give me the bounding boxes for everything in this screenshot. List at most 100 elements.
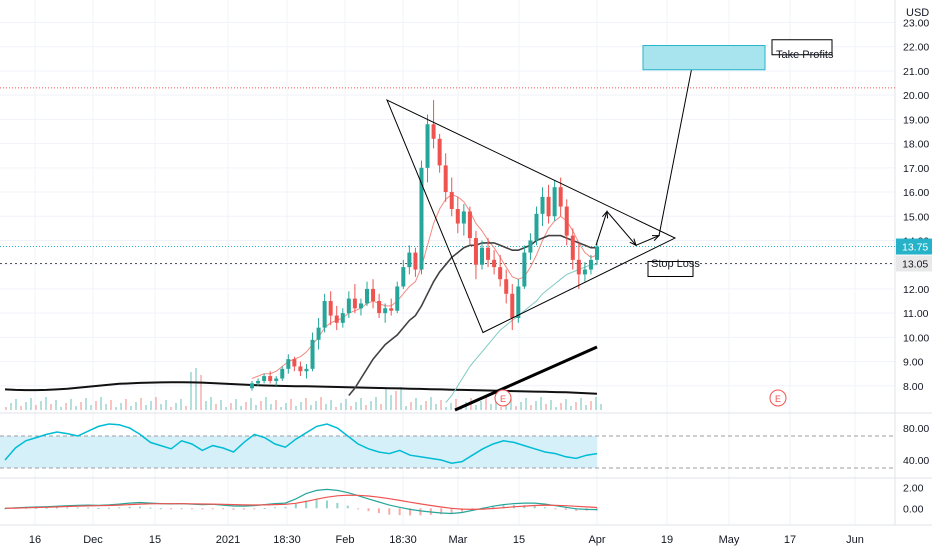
candle[interactable] bbox=[401, 259, 406, 289]
price-tick-label: 19.00 bbox=[903, 114, 929, 126]
candle[interactable] bbox=[528, 233, 533, 260]
candle[interactable] bbox=[582, 262, 587, 282]
candle[interactable] bbox=[322, 293, 327, 333]
earnings-marker-2-label[interactable]: E bbox=[775, 394, 781, 404]
candle-body bbox=[492, 259, 497, 268]
candle[interactable] bbox=[425, 114, 430, 183]
macd-histogram-bar bbox=[107, 507, 110, 509]
candle[interactable] bbox=[274, 376, 279, 386]
earnings-marker-1-label[interactable]: E bbox=[500, 394, 506, 404]
candle[interactable] bbox=[437, 133, 442, 173]
candle[interactable] bbox=[492, 250, 497, 275]
candle[interactable] bbox=[498, 255, 503, 287]
candle[interactable] bbox=[304, 363, 309, 379]
candle-body bbox=[455, 209, 460, 224]
reference-price-badge[interactable] bbox=[896, 255, 932, 272]
candle[interactable] bbox=[570, 228, 575, 270]
candle[interactable] bbox=[595, 240, 599, 265]
candle[interactable] bbox=[256, 378, 261, 386]
candle[interactable] bbox=[510, 284, 515, 331]
macd-histogram-bar bbox=[55, 507, 58, 509]
candle[interactable] bbox=[540, 187, 545, 226]
candle[interactable] bbox=[473, 230, 478, 280]
candle[interactable] bbox=[558, 177, 563, 217]
macd-pane[interactable] bbox=[4, 488, 598, 516]
macd-histogram-bar bbox=[325, 500, 328, 509]
candle[interactable] bbox=[352, 284, 357, 314]
volume-bar bbox=[250, 398, 252, 410]
time-axis[interactable]: 16 Dec 15 2021 18:30 Feb 18:30 Mar 15 Apr 19 May 17 J… bbox=[29, 534, 864, 546]
volume-bar bbox=[105, 404, 107, 410]
candle[interactable] bbox=[407, 245, 412, 275]
candle[interactable] bbox=[431, 100, 436, 149]
volume-bar bbox=[525, 398, 527, 410]
rsi-pane[interactable] bbox=[0, 423, 895, 469]
volume-bar bbox=[580, 398, 582, 410]
candle[interactable] bbox=[340, 308, 345, 328]
candle[interactable] bbox=[413, 247, 418, 277]
candle[interactable] bbox=[480, 240, 484, 270]
candle[interactable] bbox=[346, 291, 351, 318]
candle[interactable] bbox=[365, 281, 369, 306]
candle[interactable] bbox=[449, 177, 454, 217]
candle[interactable] bbox=[467, 206, 472, 246]
candle[interactable] bbox=[268, 371, 273, 384]
candle[interactable] bbox=[395, 281, 400, 314]
candle[interactable] bbox=[504, 269, 509, 304]
price-axis[interactable]: USD 23.00 22.00 21.00 20.00 19.00 18.00 17.00 1… bbox=[896, 7, 932, 515]
candle[interactable] bbox=[334, 305, 339, 331]
candle[interactable] bbox=[522, 245, 527, 289]
candle[interactable] bbox=[486, 238, 491, 268]
earnings-marker-1[interactable] bbox=[494, 389, 512, 407]
volume-bar bbox=[345, 399, 347, 410]
candle[interactable] bbox=[546, 184, 551, 224]
candle[interactable] bbox=[534, 206, 539, 246]
candle[interactable] bbox=[358, 298, 363, 316]
candle[interactable] bbox=[250, 380, 254, 391]
candle[interactable] bbox=[419, 160, 424, 275]
candle-body bbox=[510, 293, 515, 318]
earnings-marker-2[interactable] bbox=[769, 389, 787, 407]
take-profits-label[interactable]: Take Profits bbox=[776, 49, 834, 61]
candle[interactable] bbox=[310, 332, 315, 372]
candle[interactable] bbox=[371, 279, 376, 309]
macd-histogram-bar bbox=[575, 508, 578, 511]
candle[interactable] bbox=[316, 317, 321, 350]
volume-bar bbox=[435, 404, 437, 410]
macd-histogram-bar bbox=[440, 508, 443, 515]
candle[interactable] bbox=[262, 373, 267, 384]
candle[interactable] bbox=[443, 153, 448, 202]
candle[interactable] bbox=[292, 356, 297, 372]
candle[interactable] bbox=[383, 303, 388, 323]
price-pane[interactable] bbox=[0, 39, 895, 412]
candle[interactable] bbox=[328, 291, 333, 326]
candle[interactable] bbox=[552, 179, 557, 222]
candle[interactable] bbox=[461, 204, 466, 236]
candle[interactable] bbox=[298, 361, 303, 377]
take-profits-zone[interactable] bbox=[642, 45, 766, 71]
candle[interactable] bbox=[286, 354, 291, 374]
candle-body bbox=[358, 303, 363, 309]
macd-histogram-bar bbox=[544, 507, 547, 509]
volume-bar bbox=[115, 407, 117, 410]
volume-bar bbox=[455, 399, 457, 410]
macd-histogram-bar bbox=[388, 508, 391, 515]
current-price-badge[interactable] bbox=[896, 238, 932, 255]
candle-body bbox=[425, 124, 430, 168]
volume-bar bbox=[510, 399, 512, 410]
candle[interactable] bbox=[588, 255, 593, 275]
candle[interactable] bbox=[389, 298, 394, 316]
take-profits-box bbox=[771, 39, 833, 56]
macd-histogram-bar bbox=[533, 505, 536, 509]
candle[interactable] bbox=[564, 199, 569, 246]
stop-loss-label[interactable]: Stop Loss bbox=[651, 258, 700, 270]
candle[interactable] bbox=[377, 293, 382, 318]
candle[interactable] bbox=[455, 196, 460, 234]
volume-bar bbox=[410, 402, 412, 410]
candle[interactable] bbox=[576, 242, 581, 289]
macd-histogram-bar bbox=[139, 506, 142, 509]
macd-line bbox=[4, 488, 598, 515]
candle[interactable] bbox=[280, 366, 285, 381]
